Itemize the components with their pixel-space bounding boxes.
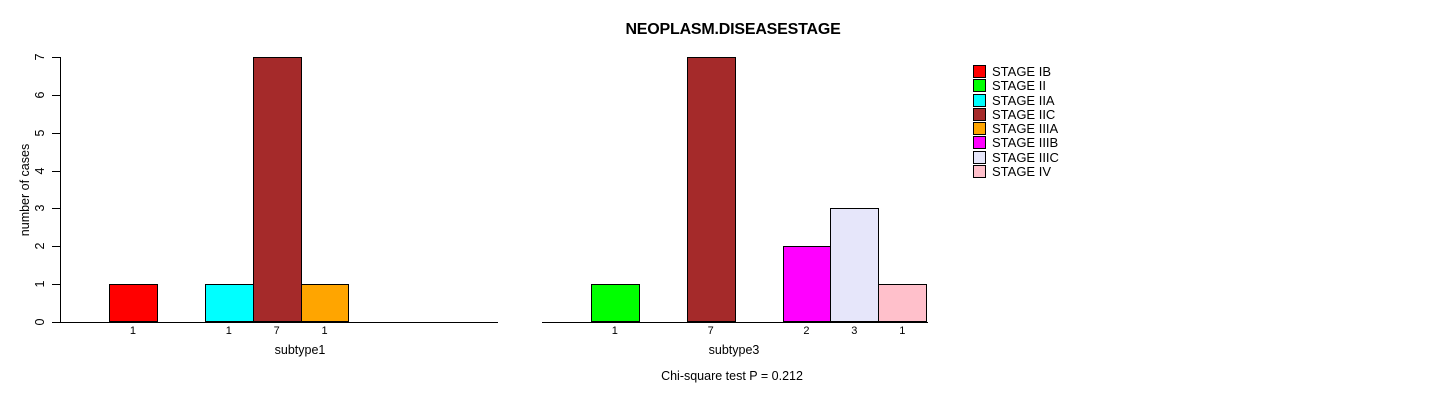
legend-item-stage-iic: STAGE IIC xyxy=(973,106,1059,122)
bar-value-label: 1 xyxy=(129,325,136,337)
legend-swatch-stage-iiib xyxy=(973,136,986,150)
legend-swatch-stage-iic xyxy=(973,107,986,121)
legend-swatch-stage-iv xyxy=(973,165,986,179)
y-axis-tick-label: 5 xyxy=(33,129,47,137)
chi-square-annotation: Chi-square test P = 0.212 xyxy=(661,369,803,383)
legend-item-stage-iiic: STAGE IIIC xyxy=(973,149,1059,165)
y-axis-label: number of cases xyxy=(18,143,32,237)
legend: STAGE IB STAGE II STAGE IIA STAGE IIC STAGE … xyxy=(973,65,1059,179)
legend-item-stage-iiia: STAGE IIIA xyxy=(973,121,1059,137)
bar-subtype1-stage-iic xyxy=(252,57,302,322)
legend-swatch-stage-iia xyxy=(973,93,986,107)
legend-item-stage-ii: STAGE II xyxy=(973,78,1059,94)
legend-swatch-stage-iiia xyxy=(973,122,986,136)
x-axis-baseline-subtype1 xyxy=(60,322,498,323)
y-axis-tick xyxy=(52,94,60,96)
bar-value-label: 7 xyxy=(273,325,280,337)
bar-subtype1-stage-ib xyxy=(109,284,158,322)
legend-label-stage-iiic: STAGE IIIC xyxy=(992,149,1059,165)
y-axis-tick xyxy=(52,208,60,210)
bar-subtype3-stage-iic xyxy=(686,57,736,322)
legend-swatch-stage-iiic xyxy=(973,150,986,164)
y-axis-tick-label: 3 xyxy=(33,204,47,212)
legend-label-stage-iiib: STAGE IIIB xyxy=(992,135,1059,151)
y-axis-tick xyxy=(52,246,60,248)
bar-value-label: 1 xyxy=(611,325,618,337)
bar-subtype1-stage-iiia xyxy=(300,284,350,322)
bar-value-label: 7 xyxy=(707,325,714,337)
y-axis-tick-label: 0 xyxy=(33,318,47,326)
y-axis-tick-label: 2 xyxy=(33,242,47,250)
x-axis-label-subtype1: subtype1 xyxy=(274,343,326,357)
bar-value-label: 1 xyxy=(321,325,328,337)
y-axis-tick xyxy=(52,170,60,172)
legend-label-stage-ib: STAGE IB xyxy=(992,64,1051,79)
y-axis-tick xyxy=(52,322,60,323)
legend-label-stage-ii: STAGE II xyxy=(992,78,1046,94)
legend-label-stage-iiia: STAGE IIIA xyxy=(992,121,1059,137)
bar-subtype3-stage-iiic xyxy=(830,208,880,322)
legend-item-stage-iiib: STAGE IIIB xyxy=(973,135,1059,151)
bar-subtype1-stage-iia xyxy=(204,284,254,322)
y-axis-tick-label: 6 xyxy=(33,91,47,99)
bar-subtype3-stage-ii xyxy=(590,284,640,322)
bar-value-label: 1 xyxy=(899,325,906,337)
bar-subtype3-stage-iv xyxy=(878,284,928,322)
legend-item-stage-ib: STAGE IB xyxy=(973,65,1059,78)
bar-subtype3-stage-iiib xyxy=(782,246,832,322)
legend-item-stage-iv: STAGE IV xyxy=(973,164,1059,180)
legend-swatch-stage-ii xyxy=(973,79,986,93)
y-axis-tick-label: 4 xyxy=(33,167,47,175)
y-axis-tick xyxy=(52,132,60,134)
y-axis-tick-label: 7 xyxy=(33,53,47,61)
x-axis-baseline-subtype3 xyxy=(542,322,928,323)
bar-value-label: 3 xyxy=(851,325,858,337)
chart-title: NEOPLASM.DISEASESTAGE xyxy=(625,21,841,38)
x-axis-label-subtype3: subtype3 xyxy=(708,343,760,357)
y-axis-tick xyxy=(52,57,60,58)
legend-swatch-stage-ib xyxy=(973,65,986,78)
bar-value-label: 1 xyxy=(225,325,232,337)
legend-label-stage-iv: STAGE IV xyxy=(992,164,1051,180)
bar-value-label: 2 xyxy=(803,325,810,337)
legend-label-stage-iic: STAGE IIC xyxy=(992,106,1056,122)
y-axis-tick xyxy=(52,284,60,286)
y-axis-tick-label: 1 xyxy=(33,280,47,288)
y-axis-line xyxy=(60,57,61,323)
legend-item-stage-iia: STAGE IIA xyxy=(973,92,1059,108)
legend-label-stage-iia: STAGE IIA xyxy=(992,92,1055,108)
